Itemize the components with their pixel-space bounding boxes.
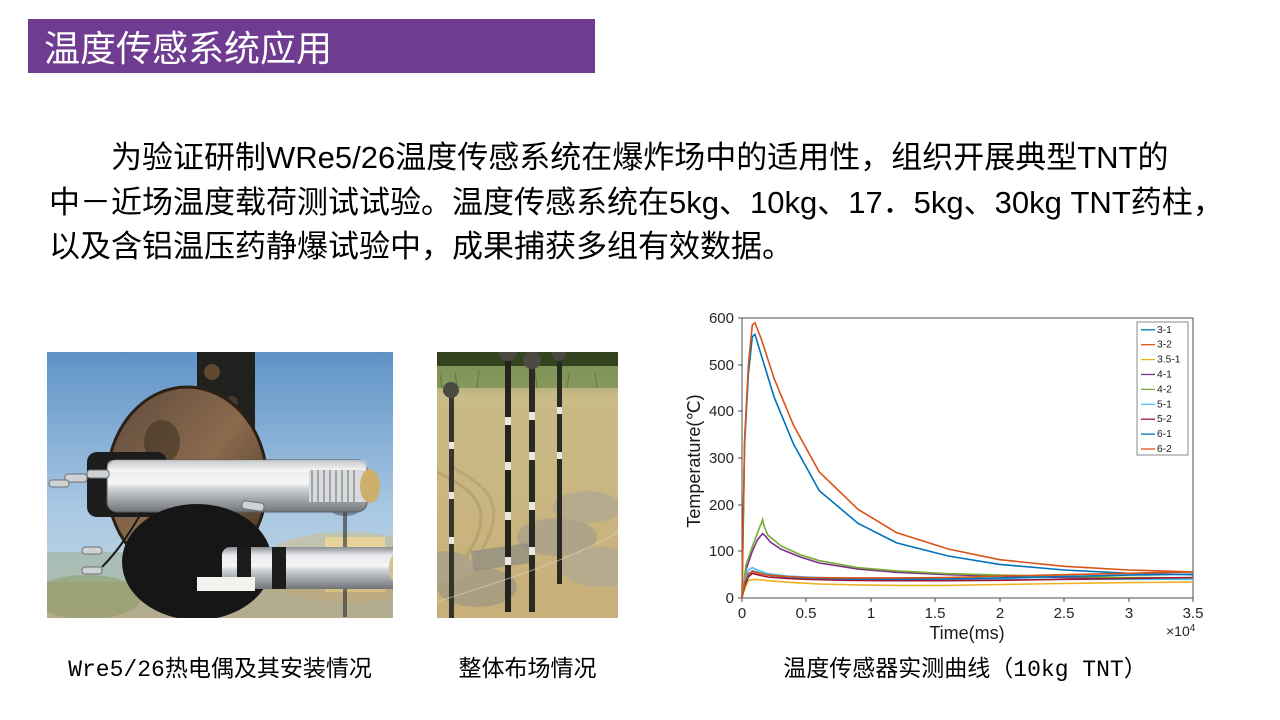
svg-text:×104: ×104 <box>1166 623 1196 639</box>
svg-text:0.5: 0.5 <box>796 605 817 622</box>
svg-text:3.5-1: 3.5-1 <box>1157 355 1181 366</box>
svg-text:300: 300 <box>709 450 734 467</box>
svg-text:2: 2 <box>996 605 1004 622</box>
svg-text:3-1: 3-1 <box>1157 325 1172 336</box>
svg-text:5-2: 5-2 <box>1157 414 1172 425</box>
svg-text:200: 200 <box>709 497 734 514</box>
svg-text:400: 400 <box>709 403 734 420</box>
svg-text:5-1: 5-1 <box>1157 399 1172 410</box>
svg-text:600: 600 <box>709 310 734 327</box>
svg-text:4-1: 4-1 <box>1157 370 1172 381</box>
svg-text:Time(ms): Time(ms) <box>929 623 1004 643</box>
svg-text:0: 0 <box>738 605 746 622</box>
svg-text:2.5: 2.5 <box>1054 605 1075 622</box>
svg-text:Temperature(℃): Temperature(℃) <box>684 394 704 527</box>
svg-text:0: 0 <box>726 590 734 607</box>
svg-text:3-2: 3-2 <box>1157 340 1172 351</box>
svg-text:500: 500 <box>709 357 734 374</box>
svg-text:6-1: 6-1 <box>1157 429 1172 440</box>
svg-text:3.5: 3.5 <box>1183 605 1204 622</box>
svg-text:1.5: 1.5 <box>925 605 946 622</box>
svg-text:1: 1 <box>867 605 875 622</box>
svg-text:100: 100 <box>709 543 734 560</box>
svg-text:3: 3 <box>1125 605 1133 622</box>
svg-text:4-2: 4-2 <box>1157 384 1172 395</box>
svg-text:6-2: 6-2 <box>1157 444 1172 455</box>
